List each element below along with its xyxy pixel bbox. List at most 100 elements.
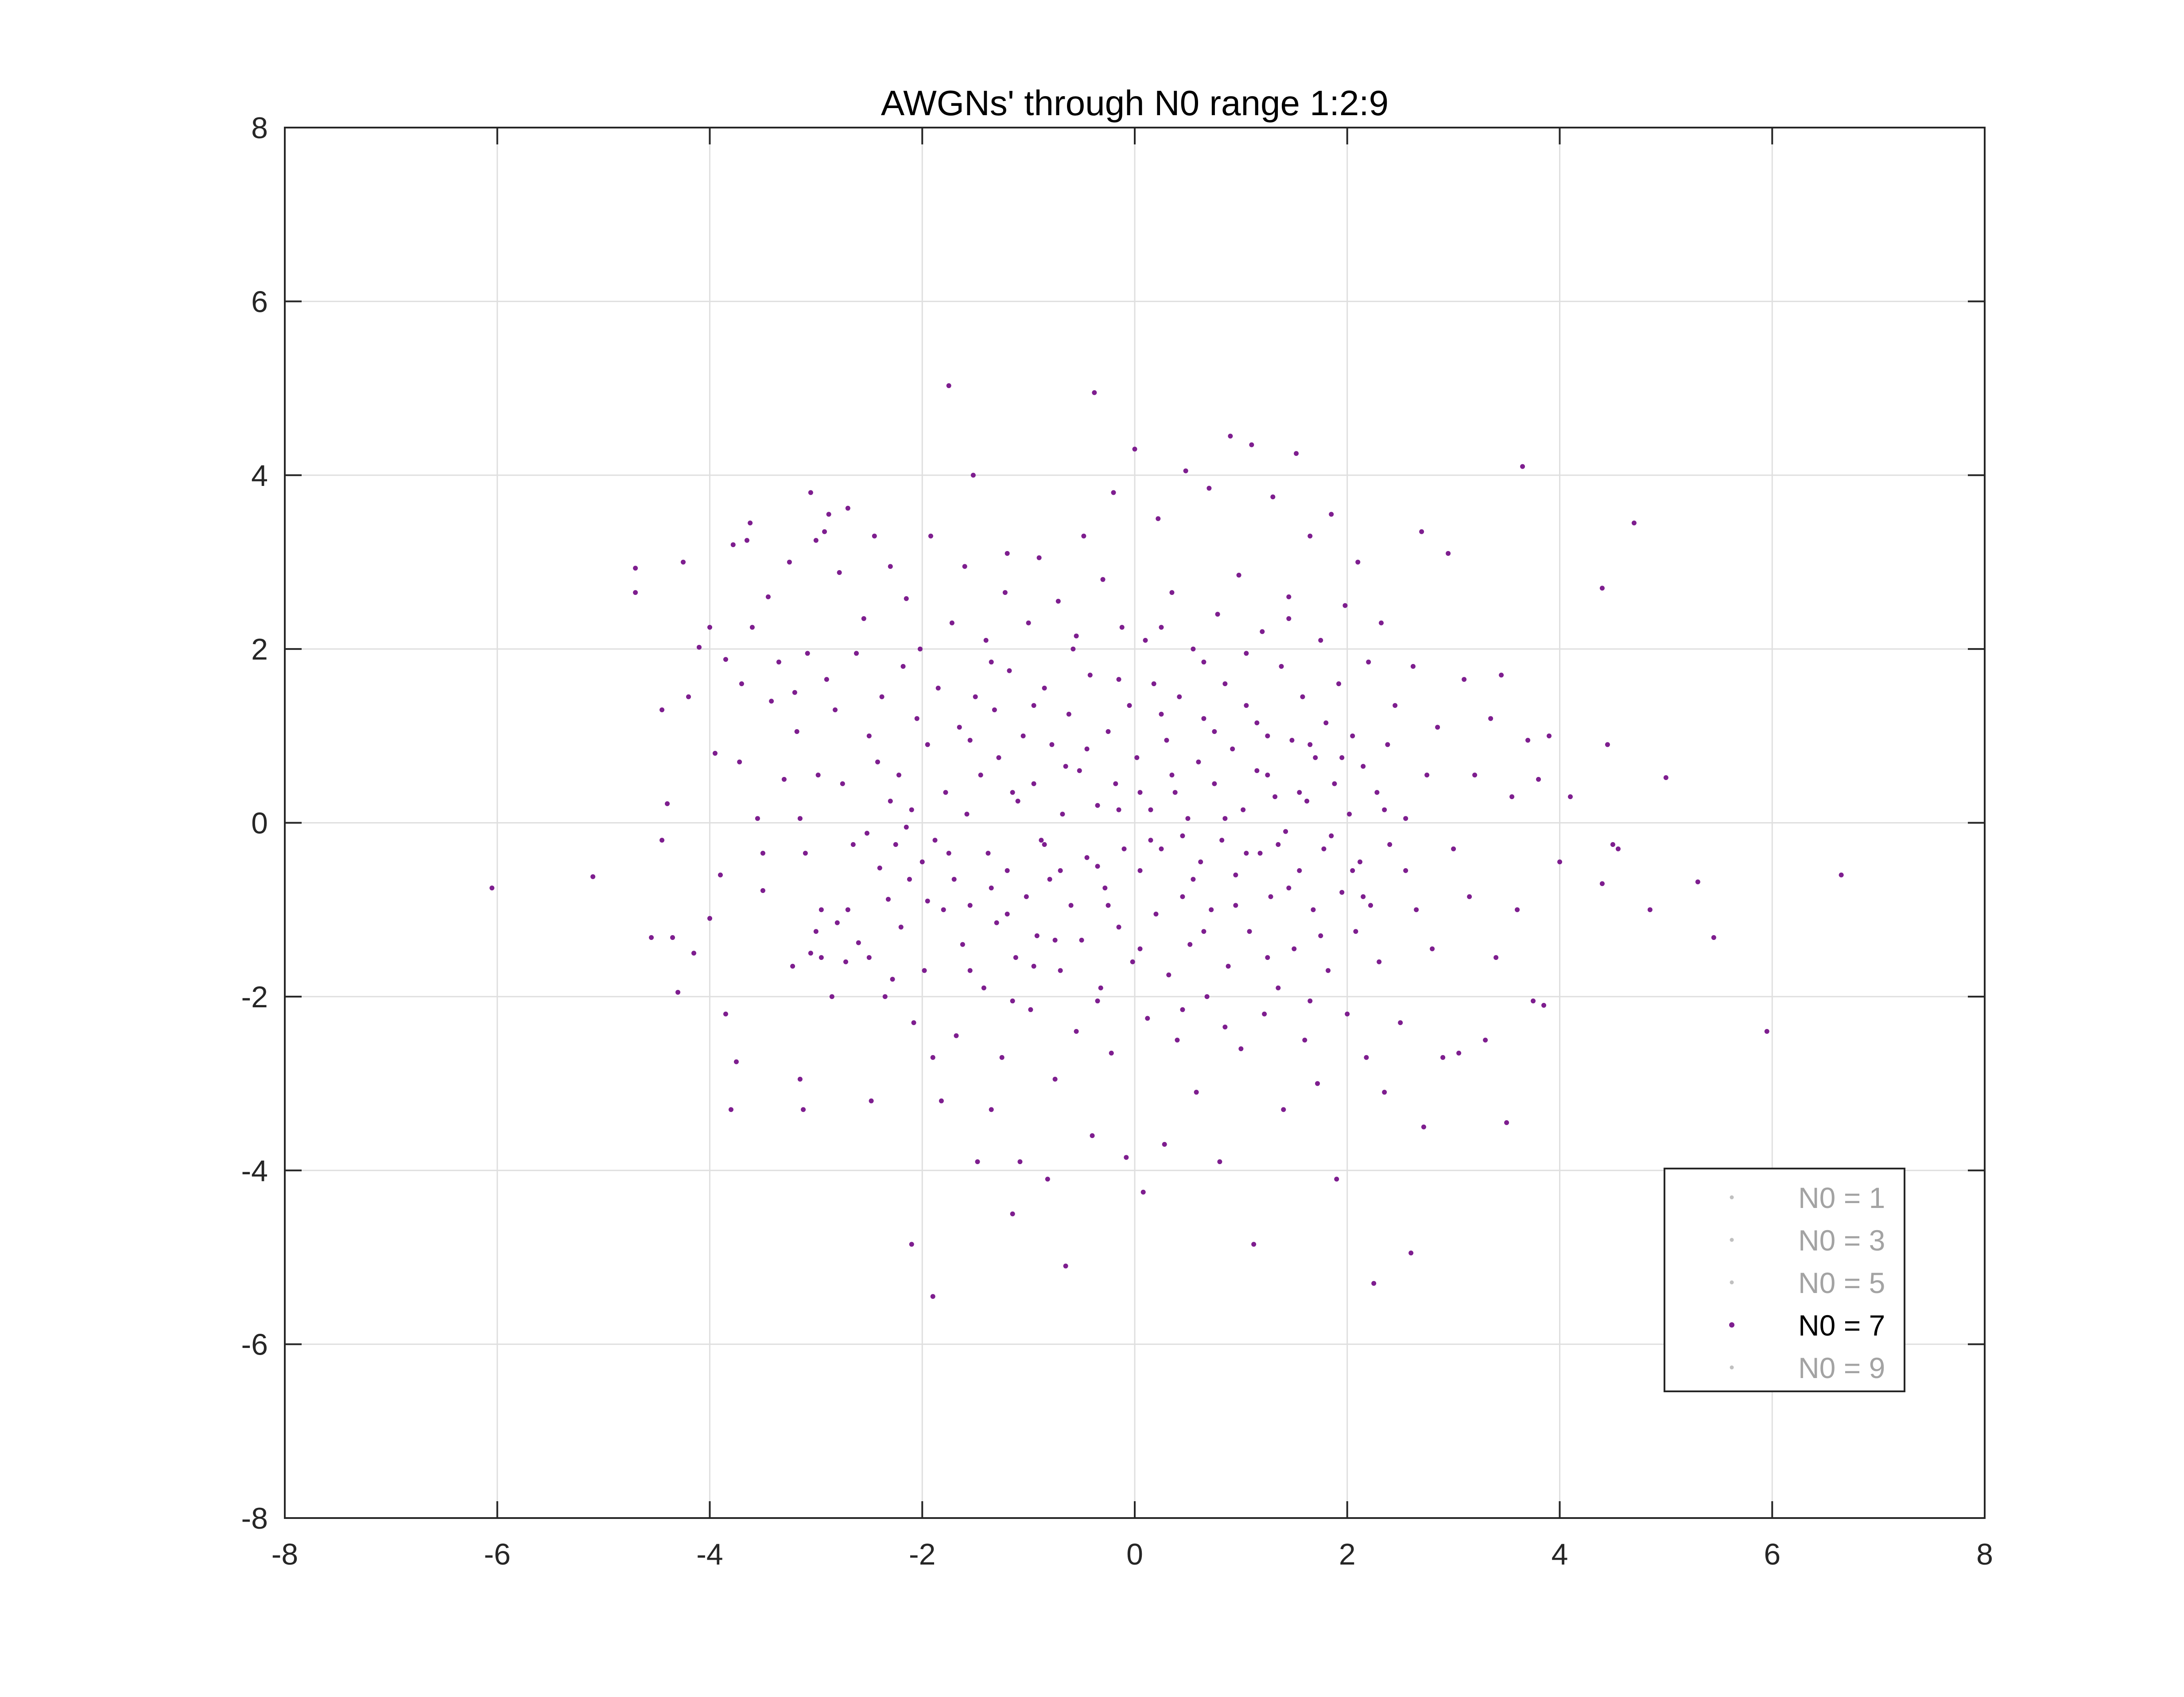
data-point [1119, 625, 1125, 630]
data-point [1541, 1002, 1547, 1008]
data-point [1020, 733, 1026, 738]
data-point [1079, 937, 1084, 943]
data-point [1472, 773, 1478, 778]
data-point [489, 885, 495, 891]
data-point [1257, 850, 1263, 856]
data-point [748, 520, 753, 526]
y-tick-label: -8 [241, 1502, 268, 1535]
data-point [1446, 551, 1451, 556]
data-point [1148, 807, 1153, 812]
data-point [1462, 677, 1467, 682]
data-point [787, 559, 792, 565]
data-point [1116, 807, 1121, 812]
data-point [1212, 729, 1217, 734]
data-point [1300, 694, 1305, 699]
data-point [1408, 1250, 1414, 1256]
data-point [1074, 1029, 1079, 1034]
data-point [1113, 781, 1118, 786]
data-point [829, 994, 834, 999]
legend[interactable]: N0 = 1 N0 = 3 N0 = 5 N0 = 7 N0 = 9 [1664, 1168, 1905, 1392]
data-point [1180, 833, 1185, 839]
data-point [1204, 994, 1210, 999]
data-point [930, 1294, 935, 1299]
data-point [1134, 755, 1140, 760]
data-point [1318, 933, 1323, 939]
data-point [875, 759, 881, 765]
data-point [1194, 1090, 1199, 1095]
data-point [1336, 681, 1342, 687]
data-point [843, 959, 849, 964]
chart-title: AWGNs' through N0 range 1:2:9 [881, 83, 1389, 123]
data-point [1010, 1211, 1015, 1216]
legend-item[interactable]: N0 = 9 [1730, 1351, 1885, 1384]
data-point [1002, 590, 1008, 595]
data-point [760, 888, 765, 893]
x-tick-label: -8 [272, 1538, 298, 1571]
legend-item[interactable]: N0 = 5 [1730, 1266, 1885, 1299]
y-tick-labels: -8 -6 -4 -2 0 2 4 6 8 [241, 111, 268, 1535]
data-point [1100, 577, 1106, 582]
data-point [670, 935, 675, 940]
data-point [1055, 598, 1061, 604]
data-point [1209, 907, 1214, 913]
data-point [904, 824, 909, 830]
data-point [1183, 468, 1188, 474]
data-point [1156, 516, 1161, 521]
data-point [1567, 794, 1573, 800]
data-point [1499, 672, 1504, 678]
data-point [1031, 703, 1036, 708]
legend-item[interactable]: N0 = 1 [1730, 1181, 1885, 1214]
data-point [815, 773, 821, 778]
data-point [1839, 872, 1844, 878]
data-point [1313, 755, 1318, 760]
data-point [1364, 1055, 1369, 1060]
y-tick-label: 0 [251, 807, 268, 840]
data-point [904, 596, 909, 601]
data-point [1095, 803, 1100, 808]
data-point [1279, 664, 1284, 669]
data-point [1361, 764, 1366, 769]
data-point [1145, 1016, 1150, 1021]
data-point [681, 559, 686, 565]
data-point [1015, 798, 1020, 804]
data-point [1045, 1177, 1050, 1182]
data-point [1098, 985, 1103, 990]
data-point [1177, 694, 1182, 699]
data-point [1102, 885, 1108, 891]
data-point [1166, 972, 1172, 978]
legend-item[interactable]: N0 = 3 [1730, 1224, 1885, 1257]
legend-label: N0 = 9 [1798, 1351, 1885, 1384]
data-point [1206, 485, 1212, 491]
data-point [1017, 1159, 1023, 1165]
data-point [1398, 1020, 1403, 1025]
data-point [1764, 1029, 1769, 1034]
data-point [1148, 838, 1153, 843]
data-point [1509, 794, 1515, 800]
data-point [856, 940, 861, 945]
legend-marker [1730, 1195, 1734, 1200]
data-point [1347, 812, 1352, 817]
legend-item[interactable]: N0 = 7 [1729, 1309, 1885, 1342]
data-point [967, 738, 973, 743]
data-point [890, 977, 895, 982]
data-point [1326, 968, 1331, 973]
data-point [733, 1059, 739, 1064]
data-point [1063, 764, 1068, 769]
data-point [1201, 929, 1206, 934]
data-point [1063, 1263, 1068, 1269]
data-point [1228, 433, 1233, 439]
data-point [1339, 889, 1345, 895]
data-point [1387, 842, 1393, 847]
data-point [749, 625, 755, 630]
data-point [1366, 660, 1371, 665]
data-point [1711, 935, 1716, 940]
data-point [1084, 746, 1090, 752]
data-point [1695, 879, 1700, 885]
data-point [1219, 838, 1225, 843]
data-point [1483, 1037, 1488, 1043]
data-point [1382, 1090, 1387, 1095]
data-point [1175, 1037, 1180, 1043]
data-point [888, 798, 893, 804]
data-point [1106, 729, 1111, 734]
data-point [1268, 894, 1273, 899]
